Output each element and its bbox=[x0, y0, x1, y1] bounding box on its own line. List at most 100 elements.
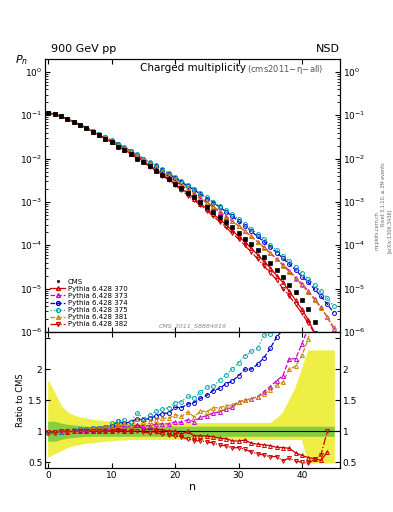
Pythia 6.428 375 bbox=[249, 226, 253, 232]
Pythia 6.428 381 bbox=[78, 121, 83, 127]
CMS bbox=[287, 282, 292, 288]
Pythia 6.428 381 bbox=[274, 257, 279, 263]
Pythia 6.428 370 bbox=[236, 233, 241, 240]
Pythia 6.428 382 bbox=[299, 310, 304, 316]
Pythia 6.428 373 bbox=[122, 145, 127, 152]
Pythia 6.428 374 bbox=[59, 113, 63, 119]
Pythia 6.428 374 bbox=[122, 144, 127, 151]
Pythia 6.428 381 bbox=[154, 164, 158, 170]
Pythia 6.428 382 bbox=[154, 168, 158, 174]
Pythia 6.428 381 bbox=[141, 156, 146, 162]
Pythia 6.428 382 bbox=[185, 193, 190, 199]
Pythia 6.428 374 bbox=[129, 148, 133, 154]
Pythia 6.428 381 bbox=[65, 116, 70, 122]
Pythia 6.428 370 bbox=[299, 306, 304, 312]
Pythia 6.428 382 bbox=[204, 207, 209, 214]
Pythia 6.428 370 bbox=[287, 288, 292, 294]
Pythia 6.428 370 bbox=[281, 279, 285, 285]
Pythia 6.428 370 bbox=[129, 151, 133, 157]
CMS bbox=[97, 132, 101, 138]
Pythia 6.428 373 bbox=[293, 274, 298, 281]
Pythia 6.428 370 bbox=[52, 111, 57, 117]
Pythia 6.428 375 bbox=[84, 124, 89, 131]
CMS bbox=[52, 111, 57, 117]
Pythia 6.428 375 bbox=[293, 264, 298, 270]
Pythia 6.428 381 bbox=[236, 223, 241, 229]
Pythia 6.428 370 bbox=[97, 132, 101, 138]
Pythia 6.428 375 bbox=[109, 137, 114, 143]
Pythia 6.428 373 bbox=[217, 209, 222, 215]
Pythia 6.428 381 bbox=[319, 305, 323, 311]
Pythia 6.428 370 bbox=[331, 386, 336, 392]
Text: [arXiv:1306.3436]: [arXiv:1306.3436] bbox=[387, 208, 391, 252]
Pythia 6.428 373 bbox=[242, 228, 247, 234]
Pythia 6.428 370 bbox=[319, 345, 323, 351]
Pythia 6.428 382 bbox=[103, 136, 108, 142]
Pythia 6.428 375 bbox=[287, 258, 292, 264]
Pythia 6.428 370 bbox=[255, 251, 260, 258]
CMS bbox=[173, 181, 178, 187]
CMS bbox=[261, 253, 266, 260]
Pythia 6.428 374 bbox=[97, 131, 101, 137]
Pythia 6.428 375 bbox=[147, 159, 152, 165]
Pythia 6.428 373 bbox=[249, 233, 253, 240]
Pythia 6.428 373 bbox=[325, 314, 330, 320]
Pythia 6.428 374 bbox=[236, 218, 241, 224]
Pythia 6.428 375 bbox=[135, 151, 140, 157]
Pythia 6.428 382 bbox=[167, 177, 171, 183]
Pythia 6.428 381 bbox=[72, 119, 76, 125]
CMS bbox=[306, 306, 310, 312]
Pythia 6.428 374 bbox=[192, 187, 196, 193]
Pythia 6.428 381 bbox=[230, 218, 235, 224]
Pythia 6.428 370 bbox=[198, 201, 203, 207]
Pythia 6.428 381 bbox=[331, 324, 336, 330]
Pythia 6.428 374 bbox=[185, 183, 190, 189]
Pythia 6.428 381 bbox=[59, 113, 63, 119]
Pythia 6.428 375 bbox=[167, 170, 171, 176]
Pythia 6.428 375 bbox=[268, 242, 273, 248]
Pythia 6.428 373 bbox=[52, 111, 57, 117]
Pythia 6.428 374 bbox=[312, 286, 317, 292]
Pythia 6.428 374 bbox=[147, 160, 152, 166]
Pythia 6.428 375 bbox=[211, 199, 215, 205]
Pythia 6.428 375 bbox=[242, 221, 247, 227]
CMS bbox=[192, 194, 196, 200]
Pythia 6.428 374 bbox=[230, 213, 235, 219]
Pythia 6.428 381 bbox=[116, 141, 120, 147]
Pythia 6.428 382 bbox=[179, 187, 184, 193]
Pythia 6.428 381 bbox=[97, 131, 101, 137]
CMS bbox=[160, 172, 165, 178]
Pythia 6.428 382 bbox=[72, 119, 76, 125]
Pythia 6.428 382 bbox=[268, 270, 273, 276]
Pythia 6.428 370 bbox=[122, 146, 127, 153]
Pythia 6.428 370 bbox=[167, 176, 171, 182]
Pythia 6.428 373 bbox=[331, 326, 336, 332]
Pythia 6.428 375 bbox=[274, 247, 279, 253]
Pythia 6.428 382 bbox=[141, 159, 146, 165]
Pythia 6.428 373 bbox=[268, 250, 273, 256]
Pythia 6.428 373 bbox=[312, 296, 317, 302]
Pythia 6.428 382 bbox=[281, 286, 285, 292]
Pythia 6.428 381 bbox=[167, 173, 171, 179]
Pythia 6.428 381 bbox=[217, 208, 222, 214]
Pythia 6.428 370 bbox=[224, 222, 228, 228]
Pythia 6.428 381 bbox=[179, 181, 184, 187]
Pythia 6.428 373 bbox=[198, 196, 203, 202]
Pythia 6.428 373 bbox=[192, 191, 196, 198]
Pythia 6.428 373 bbox=[147, 161, 152, 167]
Pythia 6.428 370 bbox=[306, 317, 310, 323]
Pythia 6.428 373 bbox=[287, 268, 292, 274]
Pythia 6.428 382 bbox=[147, 164, 152, 170]
Pythia 6.428 370 bbox=[173, 181, 178, 187]
Pythia 6.428 370 bbox=[204, 206, 209, 212]
Pythia 6.428 374 bbox=[299, 273, 304, 280]
Pythia 6.428 374 bbox=[242, 223, 247, 229]
Pythia 6.428 382 bbox=[293, 302, 298, 308]
Pythia 6.428 374 bbox=[281, 255, 285, 262]
Pythia 6.428 370 bbox=[72, 119, 76, 125]
Pythia 6.428 373 bbox=[281, 262, 285, 268]
Pythia 6.428 382 bbox=[287, 293, 292, 299]
Pythia 6.428 370 bbox=[109, 139, 114, 145]
Pythia 6.428 375 bbox=[173, 174, 178, 180]
Pythia 6.428 370 bbox=[160, 172, 165, 178]
